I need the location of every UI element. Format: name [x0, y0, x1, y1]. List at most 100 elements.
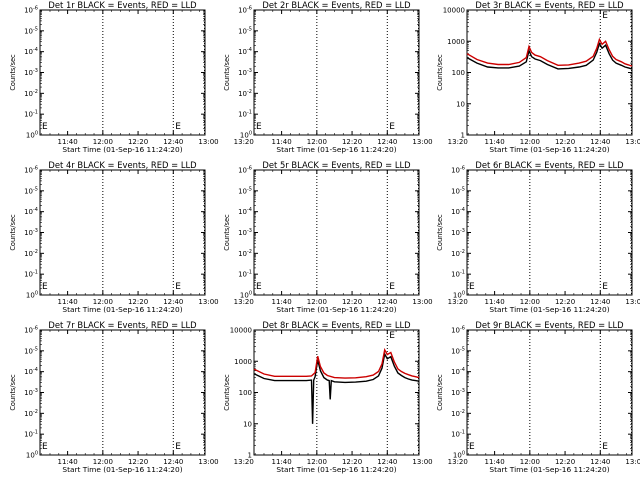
panel-title: Det 4r BLACK = Events, RED = LLD: [48, 160, 196, 170]
x-axis-label: Start Time (01-Sep-16 11:24:20): [276, 465, 396, 474]
x-tick-label: 13:20: [448, 138, 468, 146]
y-axis-label: Counts/sec: [9, 54, 17, 91]
x-tick-label: 12:40: [590, 298, 610, 306]
y-tick-label: 10-3: [24, 228, 38, 237]
x-tick-label: 12:00: [93, 458, 113, 466]
y-tick-label: 10-4: [451, 367, 465, 376]
panel-title: Det 6r BLACK = Events, RED = LLD: [475, 160, 623, 170]
event-flag: E: [175, 282, 181, 292]
event-flag: E: [175, 442, 181, 452]
panel-det-7: Det 7r BLACK = Events, RED = LLD 100 10-1 1…: [9, 320, 254, 474]
x-axis-label: Start Time (01-Sep-16 11:24:20): [62, 305, 182, 314]
x-tick-label: 11:40: [272, 458, 292, 466]
x-axis-label: Start Time (01-Sep-16 11:24:20): [62, 465, 182, 474]
y-tick-label: 100: [26, 451, 38, 460]
x-tick-label: 13:00: [625, 458, 640, 466]
x-tick-label: 12:00: [93, 138, 113, 146]
y-tick-label: 10-5: [238, 186, 252, 195]
y-tick-label: 10: [243, 420, 252, 428]
x-tick-label: 13:00: [412, 138, 432, 146]
series-events-line: [253, 351, 420, 424]
x-tick-label: 13:20: [234, 458, 254, 466]
panel-det-4: Det 4r BLACK = Events, RED = LLD 100 10-1 1…: [9, 160, 254, 314]
plot-frame: [466, 169, 633, 296]
y-tick-label: 10-1: [24, 430, 38, 439]
y-tick-label: 100: [452, 69, 465, 77]
x-tick-label: 13:20: [234, 298, 254, 306]
series-lld-line: [253, 347, 420, 379]
y-tick-label: 100: [26, 291, 38, 300]
panel-title: Det 7r BLACK = Events, RED = LLD: [48, 320, 196, 330]
x-tick-label: 12:20: [342, 458, 362, 466]
y-tick-label: 10-6: [451, 326, 465, 335]
y-tick-label: 10-1: [238, 110, 252, 119]
y-tick-label: 1: [461, 132, 465, 140]
plot-frame: [466, 329, 633, 456]
panel-det-5: Det 5r BLACK = Events, RED = LLD 100 10-1 1…: [223, 160, 468, 314]
plot-frame: [39, 329, 206, 456]
x-tick-label: 12:20: [128, 138, 148, 146]
x-tick-label: 12:20: [128, 458, 148, 466]
x-tick-label: 12:40: [163, 458, 183, 466]
event-flag: E: [469, 442, 475, 452]
event-flag: E: [602, 11, 608, 21]
x-tick-label: 12:00: [520, 138, 540, 146]
x-axis-label: Start Time (01-Sep-16 11:24:20): [489, 305, 609, 314]
series-events-line: [466, 41, 633, 70]
x-tick-label: 12:20: [128, 298, 148, 306]
event-flag: E: [389, 122, 395, 132]
x-tick-label: 13:00: [625, 138, 640, 146]
x-tick-label: 12:00: [520, 458, 540, 466]
y-tick-label: 10-2: [451, 409, 465, 418]
y-axis-label: Counts/sec: [436, 374, 444, 411]
event-flag: E: [42, 442, 48, 452]
y-tick-label: 10-2: [451, 249, 465, 258]
y-tick-label: 10-6: [238, 166, 252, 175]
x-tick-label: 12:40: [377, 138, 397, 146]
y-tick-label: 10-6: [24, 166, 38, 175]
y-tick-label: 10-2: [24, 249, 38, 258]
y-tick-label: 100: [240, 131, 252, 140]
y-tick-label: 10-1: [451, 270, 465, 279]
plot-frame: [253, 169, 420, 296]
y-tick-label: 1000: [447, 38, 465, 46]
y-tick-label: 10: [456, 100, 465, 108]
y-tick-label: 10-4: [451, 207, 465, 216]
event-flag: E: [389, 331, 395, 341]
x-tick-label: 12:40: [377, 458, 397, 466]
plot-frame: [39, 9, 206, 136]
y-tick-label: 10-3: [24, 68, 38, 77]
plot-frame: [466, 9, 633, 136]
plot-frame: [253, 9, 420, 136]
x-tick-label: 11:40: [485, 458, 505, 466]
y-tick-label: 1: [248, 452, 252, 460]
x-tick-label: 12:20: [555, 458, 575, 466]
x-tick-label: 12:40: [163, 138, 183, 146]
x-tick-label: 13:20: [448, 458, 468, 466]
x-tick-label: 13:00: [625, 298, 640, 306]
event-flag: E: [42, 282, 48, 292]
panel-det-6: Det 6r BLACK = Events, RED = LLD 100 10-1 1…: [436, 160, 640, 314]
panel-det-2: Det 2r BLACK = Events, RED = LLD 100 10-1 1…: [223, 0, 468, 154]
panel-title: Det 2r BLACK = Events, RED = LLD: [262, 0, 410, 10]
y-tick-label: 10-1: [24, 270, 38, 279]
y-tick-label: 10-2: [24, 89, 38, 98]
y-tick-label: 100: [453, 451, 465, 460]
event-flag: E: [42, 122, 48, 132]
y-tick-label: 10-4: [238, 47, 252, 56]
panel-det-8: Det 8r BLACK = Events, RED = LLD 1 10 100 10…: [223, 320, 468, 474]
x-tick-label: 12:40: [163, 298, 183, 306]
y-tick-label: 10-5: [24, 26, 38, 35]
y-tick-label: 10-6: [238, 6, 252, 15]
y-axis-label: Counts/sec: [9, 374, 17, 411]
x-tick-label: 12:20: [555, 298, 575, 306]
y-tick-label: 10-3: [238, 228, 252, 237]
x-tick-label: 11:40: [272, 298, 292, 306]
event-flag: E: [602, 282, 608, 292]
x-tick-label: 13:00: [412, 298, 432, 306]
y-tick-label: 100: [26, 131, 38, 140]
x-tick-label: 11:40: [272, 138, 292, 146]
x-axis-label: Start Time (01-Sep-16 11:24:20): [276, 145, 396, 154]
x-axis-label: Start Time (01-Sep-16 11:24:20): [489, 145, 609, 154]
